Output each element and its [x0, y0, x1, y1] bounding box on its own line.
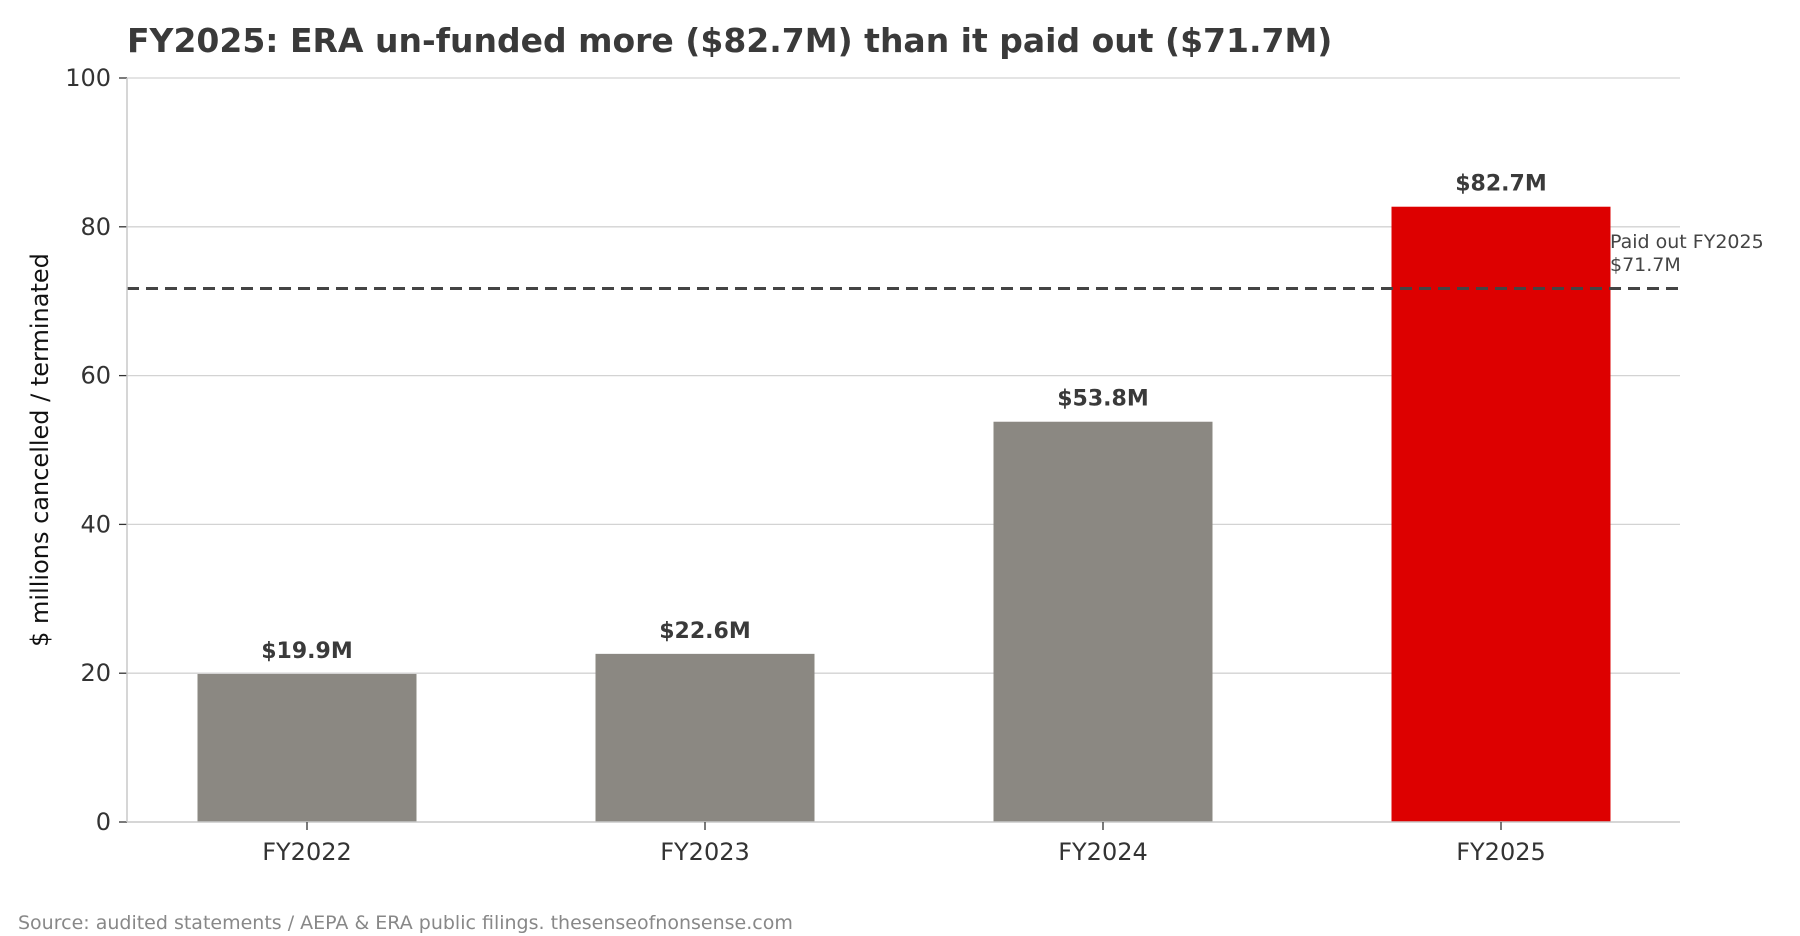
y-tick-label: 0 [96, 808, 111, 836]
y-tick-label: 20 [80, 659, 111, 687]
y-tick-label: 40 [80, 510, 111, 538]
reference-line-value: $71.7M [1610, 254, 1681, 276]
data-labels: $19.9M $22.6M $53.8M $82.7M [261, 172, 1546, 664]
axes [119, 77, 1680, 830]
y-tick-label: 100 [65, 64, 111, 92]
bar-fy2023 [595, 653, 815, 822]
bar-fy2022 [197, 673, 417, 822]
x-tick-label: FY2023 [660, 838, 750, 866]
data-label: $19.9M [261, 639, 352, 664]
y-tick-label: 60 [80, 362, 111, 390]
x-tick-label: FY2022 [262, 838, 352, 866]
chart-title: FY2025: ERA un-funded more ($82.7M) than… [127, 21, 1332, 60]
x-tick-label: FY2024 [1058, 838, 1148, 866]
data-label: $82.7M [1455, 172, 1546, 197]
bar-fy2025 [1391, 206, 1611, 822]
source-note: Source: audited statements / AEPA & ERA … [18, 912, 793, 934]
data-label: $53.8M [1057, 387, 1148, 412]
data-label: $22.6M [659, 619, 750, 644]
reference-line-label: Paid out FY2025 [1610, 231, 1764, 253]
x-tick-label: FY2025 [1456, 838, 1546, 866]
bars [197, 206, 1611, 822]
y-tick-labels: 0 20 40 60 80 100 [65, 64, 111, 836]
y-axis-label: $ millions cancelled / terminated [26, 253, 54, 647]
x-tick-labels: FY2022 FY2023 FY2024 FY2025 [262, 838, 1546, 866]
y-tick-label: 80 [80, 213, 111, 241]
bar-fy2024 [993, 421, 1213, 822]
